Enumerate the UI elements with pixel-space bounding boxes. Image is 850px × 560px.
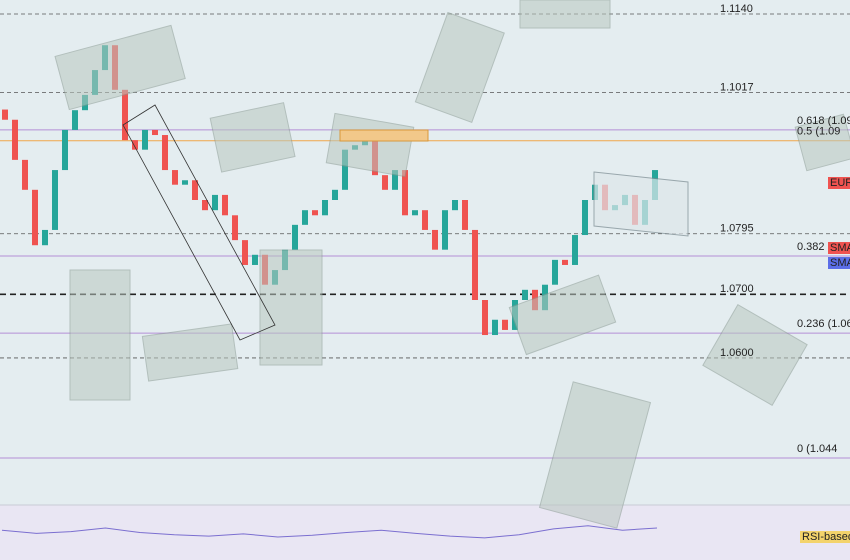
- candle-body: [572, 235, 578, 265]
- candle-body: [462, 200, 468, 230]
- candle-body: [232, 215, 238, 241]
- candle-body: [332, 189, 338, 200]
- candle-body: [32, 189, 38, 246]
- trend-channel: [122, 104, 276, 341]
- badge-label: SMA: [830, 257, 850, 269]
- bill: [141, 323, 239, 382]
- candle-body: [482, 300, 488, 336]
- candle-body: [152, 129, 158, 136]
- candle-body: [72, 110, 78, 130]
- candle-body: [22, 159, 28, 190]
- bill: [414, 11, 505, 124]
- fib-label: 0.236 (1.064: [797, 318, 850, 330]
- candle-body: [472, 229, 478, 300]
- level-label: 1.1017: [720, 81, 754, 93]
- candle-body: [212, 194, 218, 211]
- zone-box: [339, 129, 429, 142]
- candle-body: [342, 149, 348, 190]
- candle-body: [222, 194, 228, 216]
- rsi-line: [1, 525, 658, 539]
- candle-body: [562, 259, 568, 265]
- badge: [828, 257, 850, 269]
- badge-label: EUR: [830, 177, 850, 189]
- rsi-panel: [0, 505, 850, 560]
- candle-body: [62, 129, 68, 171]
- candle-body: [192, 180, 198, 200]
- candle-body: [322, 200, 328, 216]
- candle-body: [552, 259, 558, 285]
- candle-body: [492, 319, 498, 336]
- level-label: 1.1140: [720, 3, 753, 15]
- fib-label: 0.618 (1.095: [797, 115, 850, 127]
- candle-body: [452, 200, 458, 211]
- bill: [538, 381, 652, 529]
- candle-body: [302, 210, 308, 225]
- bill: [794, 113, 850, 172]
- candle-body: [432, 229, 438, 250]
- candle-body: [392, 170, 398, 190]
- bill: [508, 274, 617, 356]
- candle-body: [242, 240, 248, 265]
- badge-label: RSI-based: [802, 531, 850, 543]
- badge: [800, 531, 850, 543]
- candle-body: [182, 180, 188, 185]
- candle-body: [382, 175, 388, 190]
- candle-body: [52, 170, 58, 230]
- candle-body: [252, 254, 258, 265]
- candle-body: [402, 170, 408, 216]
- candle-body: [442, 210, 448, 250]
- bill: [702, 304, 808, 406]
- candle-body: [522, 289, 528, 300]
- candle-body: [142, 129, 148, 150]
- level-label: 1.0600: [720, 347, 754, 359]
- badge: [828, 177, 850, 189]
- candle-body: [132, 140, 138, 150]
- level-label: 1.0795: [720, 223, 754, 235]
- bill: [259, 249, 323, 366]
- candle-body: [412, 210, 418, 216]
- badge-label: SMA: [830, 242, 850, 254]
- candle-body: [202, 200, 208, 211]
- candle-body: [582, 200, 588, 236]
- bill: [54, 24, 186, 111]
- fib-label: 0.382 (: [797, 241, 832, 253]
- candle-body: [42, 229, 48, 246]
- bill: [325, 112, 415, 178]
- candle-body: [422, 210, 428, 230]
- bill: [519, 0, 611, 29]
- labels: 0.618 (1.0950.5 (1.09 0.382 ( 0.236 (1.064…: [720, 3, 850, 543]
- fib-label: 0.5 (1.09: [797, 126, 840, 138]
- badge: [828, 242, 850, 254]
- candle-body: [12, 119, 18, 160]
- candle-body: [292, 224, 298, 250]
- bill: [209, 102, 296, 173]
- bill: [69, 269, 131, 401]
- candle-body: [162, 135, 168, 171]
- candle-body: [2, 109, 8, 120]
- candle-body: [122, 89, 128, 141]
- candle-body: [502, 319, 508, 330]
- dollar-bills: [54, 0, 850, 529]
- candle-body: [312, 210, 318, 216]
- level-label: 1.0700: [720, 283, 754, 295]
- fib-label: 0 (1.044: [797, 443, 837, 455]
- candle-body: [172, 170, 178, 185]
- channel-pattern: [593, 171, 689, 237]
